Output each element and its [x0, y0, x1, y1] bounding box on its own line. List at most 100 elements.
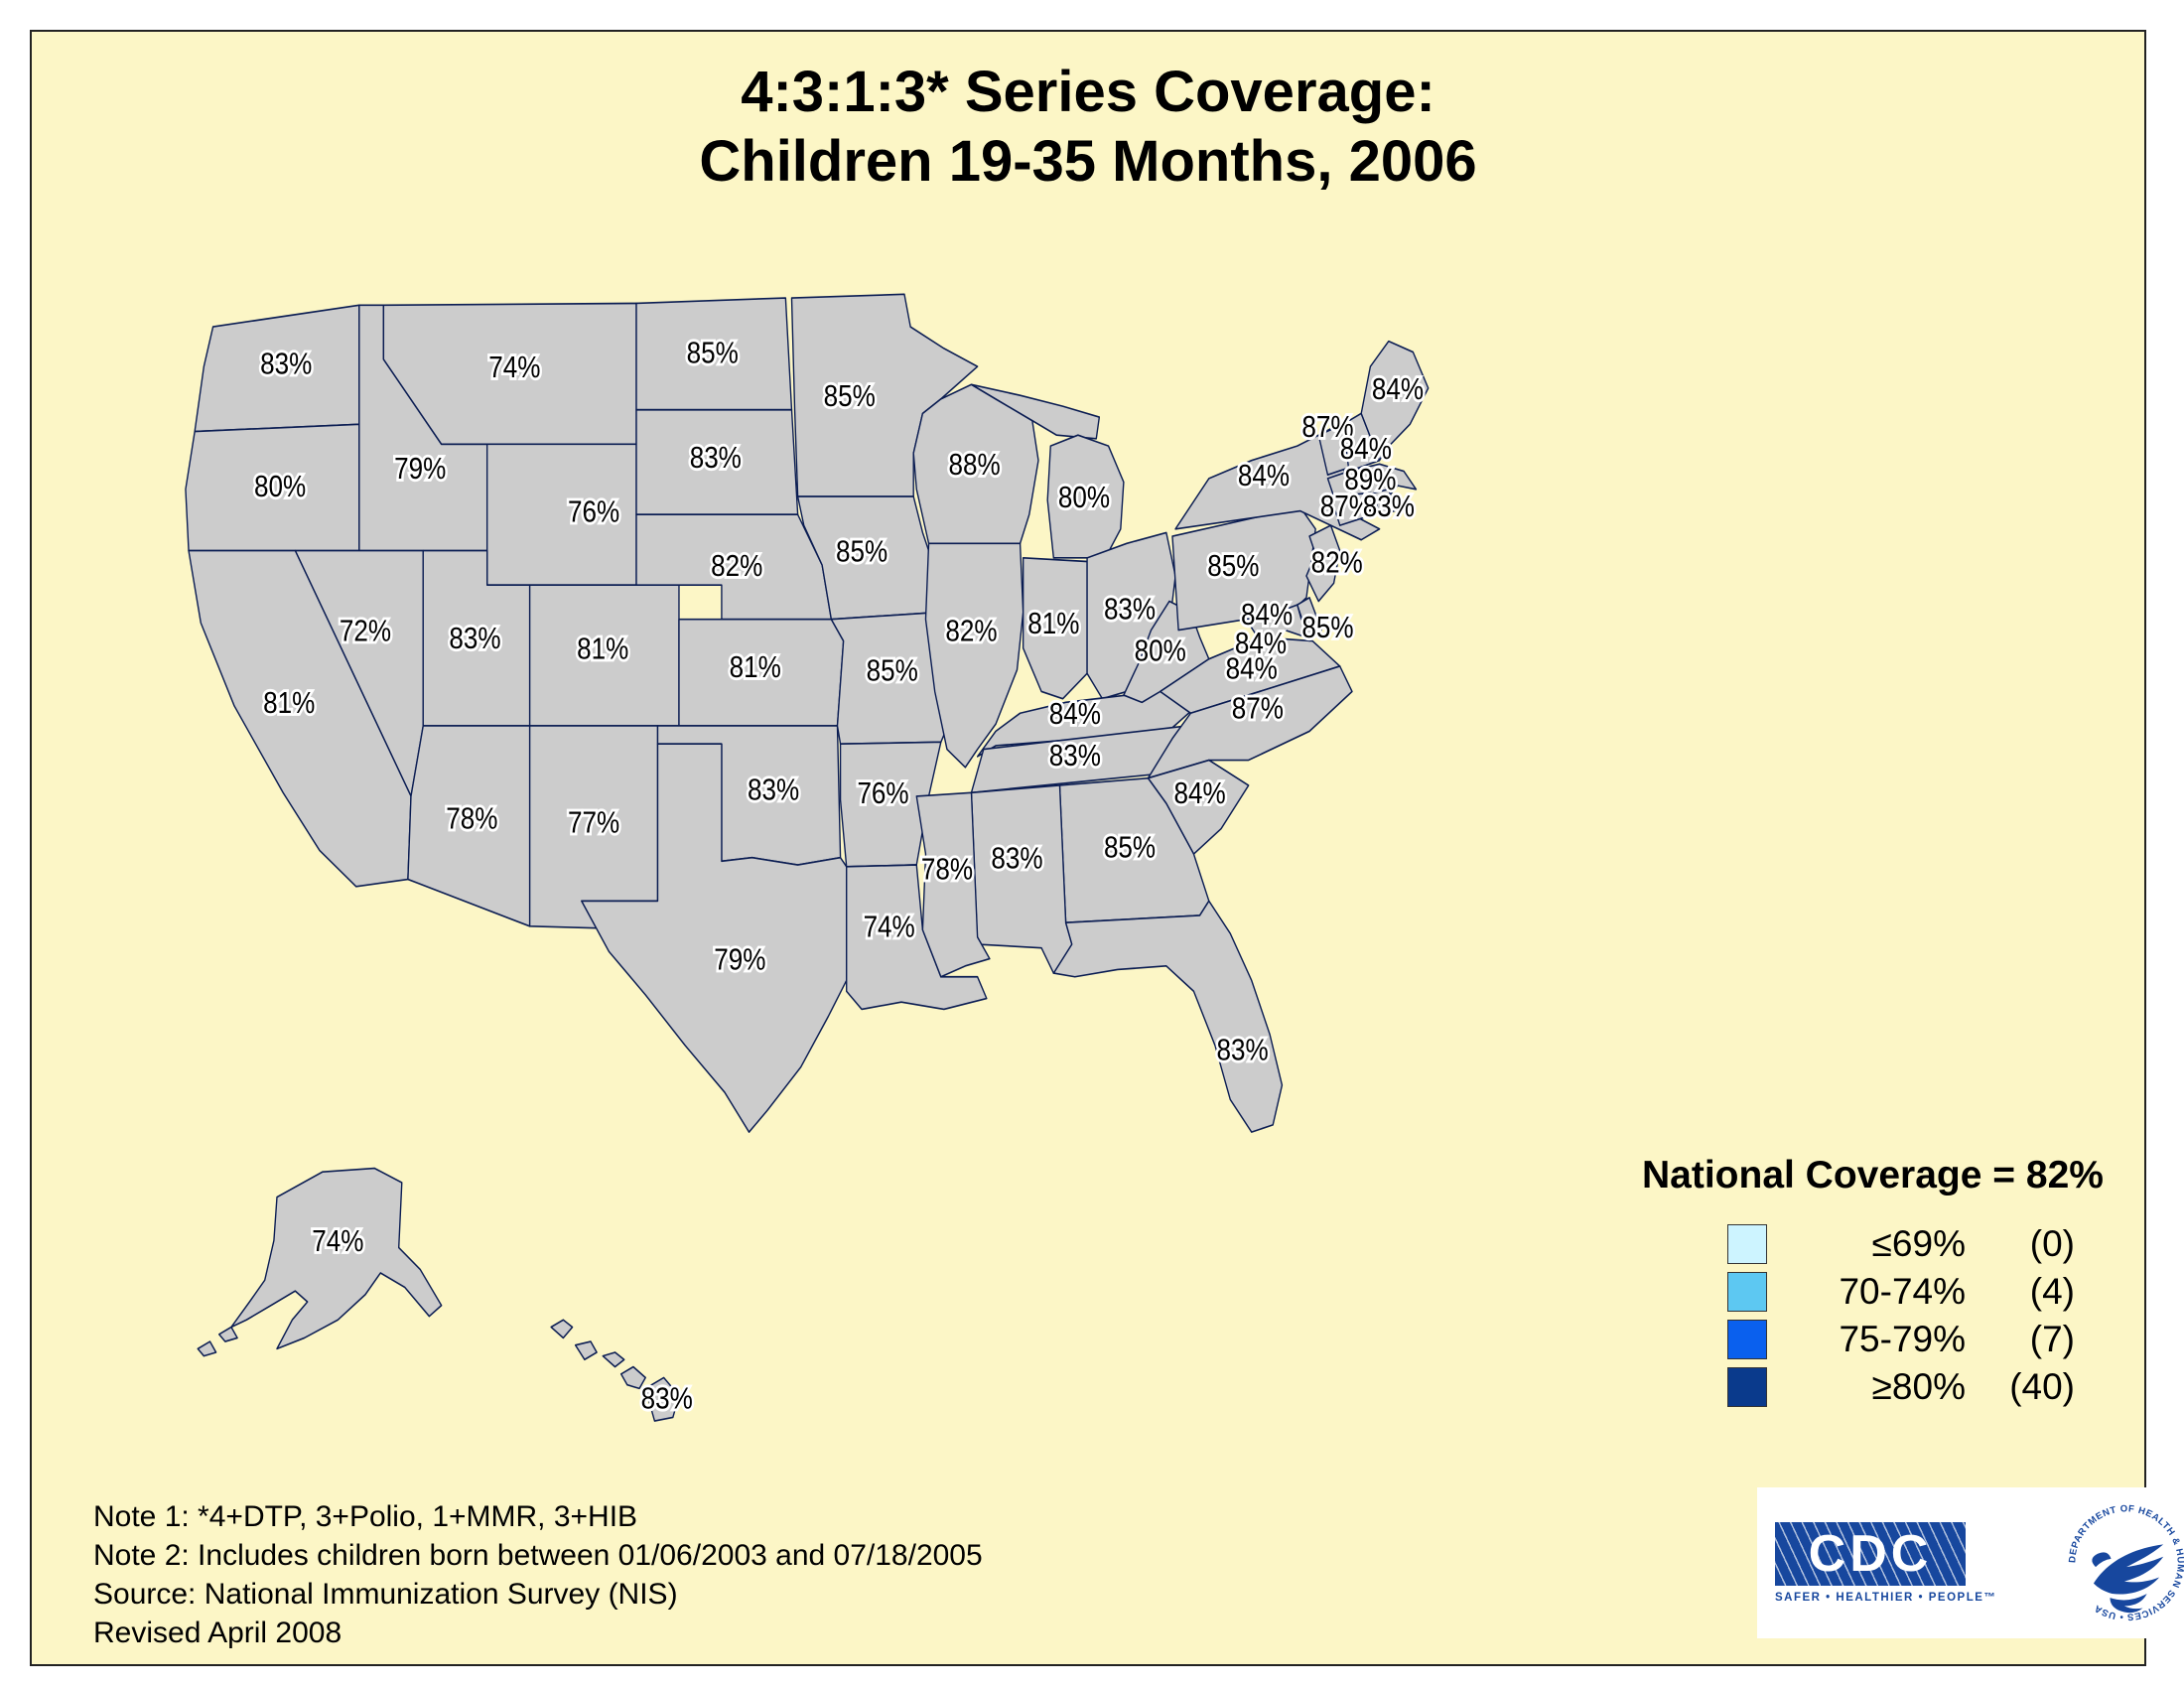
- state-value-label-TX: 79%: [714, 942, 765, 977]
- us-choropleth-map: 83% 80% 79% 74% 76% 72% 83% 81% 81% 78% 77% 85% 83% 8…: [143, 258, 1666, 1432]
- state-value-label-NM: 77%: [568, 805, 619, 840]
- state-value-label-NH: 84%: [1340, 432, 1392, 467]
- state-value-label-NV: 72%: [340, 614, 391, 648]
- state-value-label-SC: 84%: [1174, 776, 1226, 811]
- legend-label-le69: ≤69%: [1871, 1223, 1966, 1264]
- page-title-line2: Children 19-35 Months, 2006: [699, 129, 1477, 194]
- state-value-label-WV: 80%: [1135, 633, 1186, 668]
- state-WI: [912, 383, 1039, 545]
- state-DE: [1297, 597, 1323, 642]
- legend-count-le69: (0): [2029, 1223, 2075, 1264]
- footnotes: Note 1: *4+DTP, 3+Polio, 1+MMR, 3+HIB No…: [93, 1497, 983, 1652]
- state-IL: [924, 542, 1024, 769]
- state-value-label-OR: 80%: [254, 470, 306, 504]
- state-FL: [1052, 900, 1284, 1133]
- state-value-label-MD: 84%: [1241, 598, 1293, 633]
- state-value-label-WI: 88%: [948, 448, 1000, 483]
- state-value-label-GA: 85%: [1104, 831, 1156, 866]
- page-title-line1: 4:3:1:3* Series Coverage:: [741, 60, 1435, 124]
- state-value-label-RI: 83%: [1363, 490, 1415, 524]
- state-value-label-DC: 84%: [1235, 627, 1287, 661]
- legend-swatch-75-79: [1727, 1320, 1767, 1359]
- legend-label-ge80: ≥80%: [1871, 1366, 1966, 1407]
- state-NJ: [1305, 524, 1341, 603]
- state-TX: [581, 743, 848, 1133]
- cdc-logo-rect: CDC: [1775, 1522, 1966, 1586]
- state-LA: [846, 864, 988, 1011]
- legend-label-70-74: 70-74%: [1839, 1271, 1966, 1312]
- hhs-logo: DEPARTMENT OF HEALTH & HUMAN SERVICES • …: [2067, 1503, 2184, 1622]
- state-value-label-TN: 83%: [1049, 739, 1101, 774]
- legend-title: National Coverage = 82%: [1642, 1154, 2104, 1196]
- logo-box: CDC SAFER • HEALTHIER • PEOPLE™ DEPARTME…: [1757, 1487, 2184, 1638]
- state-value-label-LA: 74%: [864, 911, 915, 945]
- state-value-label-MI: 80%: [1058, 481, 1110, 515]
- state-value-label-WY: 76%: [568, 494, 619, 529]
- state-AK: [197, 1167, 443, 1357]
- state-value-label-WA: 83%: [260, 347, 312, 381]
- legend-label-75-79: 75-79%: [1839, 1319, 1966, 1359]
- state-value-label-UT: 83%: [449, 622, 500, 656]
- state-HI-island: [644, 1376, 680, 1422]
- state-value-label-AK: 74%: [312, 1224, 363, 1259]
- state-HI-island: [550, 1319, 574, 1339]
- state-HI-island: [602, 1351, 625, 1368]
- title-block: 4:3:1:3* Series Coverage: Children 19-35…: [32, 58, 2144, 197]
- legend-count-ge80: (40): [2009, 1366, 2075, 1407]
- state-value-label-VT: 87%: [1301, 410, 1353, 445]
- state-AZ: [407, 725, 531, 927]
- state-value-label-AL: 83%: [991, 842, 1042, 877]
- state-value-label-CT: 87%: [1320, 490, 1372, 524]
- state-ME: [1360, 340, 1430, 462]
- legend-count-75-79: (7): [2029, 1319, 2075, 1359]
- state-AK-mainland: [230, 1167, 443, 1350]
- state-value-label-MO: 85%: [867, 653, 918, 688]
- state-value-label-NJ: 82%: [1311, 545, 1363, 580]
- legend-swatch-ge80: [1727, 1367, 1767, 1407]
- state-value-label-HI: 83%: [641, 1381, 693, 1416]
- state-CA: [188, 549, 412, 888]
- state-value-label-OK: 83%: [748, 774, 799, 808]
- state-value-label-MT: 74%: [488, 351, 540, 385]
- state-HI-island: [574, 1340, 598, 1361]
- state-CT: [1329, 492, 1375, 526]
- cdc-logo: CDC SAFER • HEALTHIER • PEOPLE™: [1775, 1522, 1996, 1604]
- state-value-label-MA: 89%: [1344, 463, 1396, 497]
- state-value-label-KY: 84%: [1049, 697, 1101, 732]
- state-value-label-FL: 83%: [1216, 1033, 1268, 1067]
- state-value-label-NE: 82%: [711, 549, 762, 584]
- revision-note: Revised April 2008: [93, 1617, 342, 1649]
- state-value-label-MN: 85%: [824, 379, 876, 414]
- state-AK-aleutian-island: [218, 1326, 238, 1342]
- state-value-label-ID: 79%: [394, 452, 446, 487]
- source-note: Source: National Immunization Survey (NI…: [93, 1578, 678, 1611]
- state-MI-upper-peninsula: [970, 383, 1101, 440]
- state-value-label-DE: 85%: [1301, 611, 1353, 645]
- state-MD: [1247, 604, 1307, 645]
- hhs-eagle-icon: [2092, 1544, 2164, 1614]
- state-value-label-KS: 81%: [730, 650, 781, 685]
- state-RI: [1372, 488, 1396, 516]
- state-value-label-CO: 81%: [577, 633, 628, 667]
- legend-count-70-74: (4): [2029, 1271, 2075, 1312]
- state-value-label-PA: 85%: [1207, 549, 1259, 584]
- state-value-label-ND: 85%: [687, 336, 739, 370]
- us-map-svg: 83%80%79%74%76%72% 83% 81%81%78% 77%85%83%8…: [185, 293, 1430, 1422]
- coverage-legend: National Coverage = 82% ≤69% (0) 70-74% …: [1642, 1154, 2178, 1414]
- state-HI: [550, 1319, 680, 1422]
- state-AK-aleutian-island: [197, 1340, 217, 1357]
- state-NC: [1147, 665, 1353, 779]
- legend-row-ge80: ≥80% (40): [1727, 1366, 2178, 1408]
- state-MI: [970, 383, 1125, 559]
- state-value-label-NC: 87%: [1232, 692, 1284, 727]
- cdc-tagline: SAFER • HEALTHIER • PEOPLE™: [1775, 1592, 1997, 1604]
- state-value-label-IL: 82%: [945, 614, 997, 648]
- state-value-label-CA: 81%: [263, 686, 315, 721]
- state-value-label-AR: 76%: [857, 776, 908, 811]
- note-1: Note 1: *4+DTP, 3+Polio, 1+MMR, 3+HIB: [93, 1500, 638, 1533]
- legend-swatch-le69: [1727, 1224, 1767, 1264]
- legend-row-le69: ≤69% (0): [1727, 1223, 2178, 1265]
- legend-row-70-74: 70-74% (4): [1727, 1271, 2178, 1313]
- poster-panel: 4:3:1:3* Series Coverage: Children 19-35…: [30, 30, 2184, 1666]
